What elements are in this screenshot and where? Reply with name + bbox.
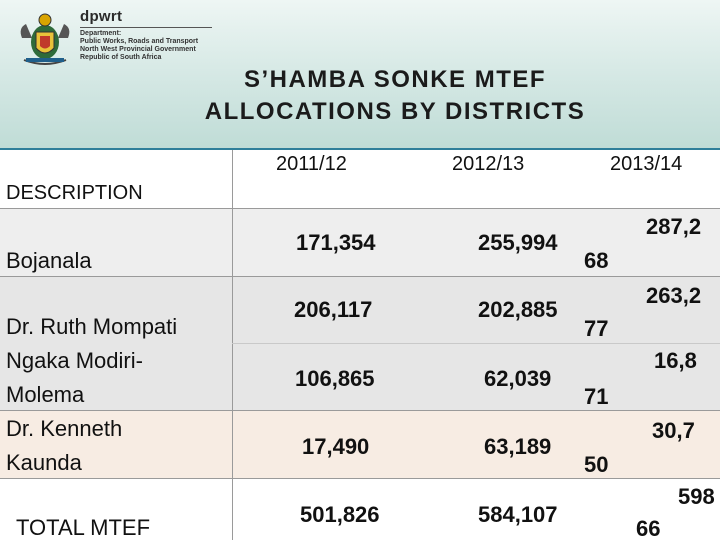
slide-title-line-1: S’HAMBA SONKE MTEF: [243, 66, 547, 93]
cell-value: 63,189: [484, 434, 552, 459]
row-label: Molema: [6, 382, 85, 407]
cell-value: 255,994: [478, 230, 558, 255]
brand-divider: [80, 27, 212, 28]
cell-value: 62,039: [484, 366, 552, 391]
slide-title-line-2: ALLOCATIONS BY DISTRICTS: [204, 98, 586, 125]
table-total-row: [0, 478, 720, 540]
department-line: North West Provincial Government: [80, 46, 196, 53]
year-header-2013: 2013/14: [610, 153, 683, 175]
cell-value: 287,2: [646, 214, 702, 239]
cell-value: 71: [584, 384, 609, 409]
cell-value: 77: [584, 316, 609, 341]
total-value: 598: [678, 484, 715, 509]
year-header-2012: 2012/13: [452, 153, 525, 175]
cell-value: 206,117: [294, 297, 373, 322]
department-line: Department:: [80, 30, 122, 37]
department-branding: dpwrt Department: Public Works, Roads an…: [80, 8, 220, 62]
cell-value: 50: [584, 452, 609, 477]
department-line: Public Works, Roads and Transport: [80, 38, 199, 45]
row-label-bojanala: Bojanala: [6, 248, 92, 273]
row-divider: [0, 478, 720, 479]
cell-value: 30,7: [652, 418, 695, 443]
year-header-2011: 2011/12: [276, 153, 347, 175]
row-label-total: TOTAL MTEF: [16, 515, 151, 540]
total-value: 66: [636, 516, 661, 541]
cell-value: 17,490: [302, 434, 370, 459]
description-header: DESCRIPTION: [6, 182, 143, 204]
table-row: [0, 410, 720, 478]
cell-value: 16,8: [654, 348, 697, 373]
cell-value: 202,885: [478, 297, 558, 322]
row-divider: [0, 276, 720, 277]
cell-value: 106,865: [295, 366, 375, 391]
cell-value: 263,2: [646, 283, 702, 308]
row-divider: [232, 343, 720, 344]
cell-value: 171,354: [296, 230, 376, 255]
coat-of-arms-icon: [20, 13, 70, 65]
column-divider: [232, 150, 233, 540]
table-header-row: [0, 150, 720, 208]
row-label: Kaunda: [6, 450, 82, 475]
row-label: Dr. Kenneth: [6, 416, 123, 441]
brand-name: dpwrt: [80, 8, 123, 25]
total-value: 501,826: [300, 502, 380, 527]
row-label: Ngaka Modiri-: [6, 348, 143, 373]
total-value: 584,107: [478, 502, 558, 527]
row-divider: [0, 208, 720, 209]
table-row: [0, 208, 720, 276]
slide-header: dpwrt Department: Public Works, Roads an…: [0, 0, 720, 150]
department-line: Republic of South Africa: [80, 54, 162, 61]
row-labels-block: Dr. Ruth Mompati Ngaka Modiri- Molema Dr…: [6, 310, 177, 480]
row-divider: [0, 410, 720, 411]
cell-value: 68: [584, 248, 609, 273]
row-label: Dr. Ruth Mompati: [6, 314, 178, 339]
